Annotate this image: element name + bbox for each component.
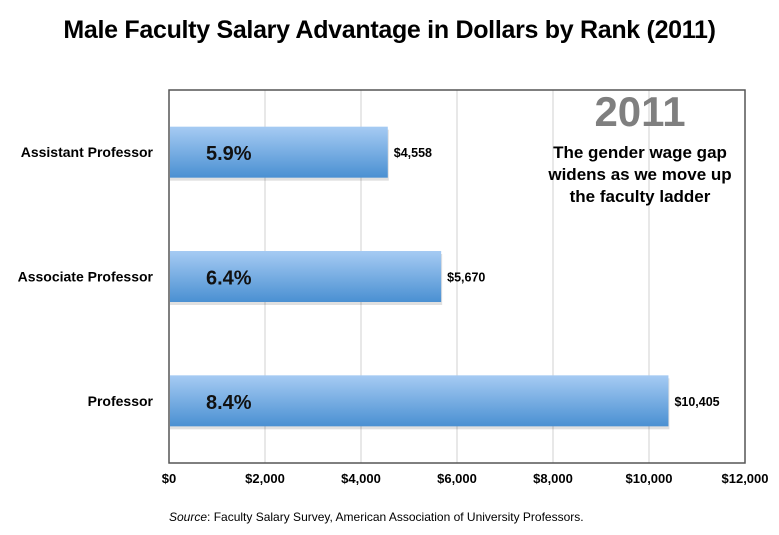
category-label: Associate Professor bbox=[18, 269, 154, 285]
bar-percent-label: 8.4% bbox=[206, 392, 252, 414]
bar-percent-label: 6.4% bbox=[206, 268, 252, 290]
bar bbox=[170, 126, 388, 178]
x-tick-label: $0 bbox=[162, 471, 176, 486]
bar-percent-label: 5.9% bbox=[206, 143, 252, 165]
plot-border bbox=[168, 89, 746, 464]
data-label: $10,405 bbox=[674, 395, 719, 409]
source-text: : Faculty Salary Survey, American Associ… bbox=[207, 510, 584, 524]
annotation-year: 2011 bbox=[594, 88, 686, 135]
category-label: Professor bbox=[88, 393, 154, 409]
x-tick-label: $2,000 bbox=[245, 471, 285, 486]
source-label: Source bbox=[169, 510, 208, 524]
x-tick-label: $10,000 bbox=[626, 471, 673, 486]
bar bbox=[170, 251, 442, 302]
data-label: $5,670 bbox=[447, 271, 485, 285]
data-label: $4,558 bbox=[394, 146, 432, 160]
x-tick-label: $8,000 bbox=[533, 471, 573, 486]
annotation: 2011 The gender wage gap widens as we mo… bbox=[540, 88, 740, 208]
x-tick-label: $12,000 bbox=[722, 471, 769, 486]
x-tick-label: $4,000 bbox=[341, 471, 381, 486]
bar bbox=[170, 375, 669, 427]
annotation-text: The gender wage gap widens as we move up… bbox=[548, 143, 732, 206]
source-note: Source: Faculty Salary Survey, American … bbox=[169, 510, 584, 524]
chart-title: Male Faculty Salary Advantage in Dollars… bbox=[63, 16, 716, 44]
category-label: Assistant Professor bbox=[21, 144, 154, 160]
x-tick-label: $6,000 bbox=[437, 471, 477, 486]
